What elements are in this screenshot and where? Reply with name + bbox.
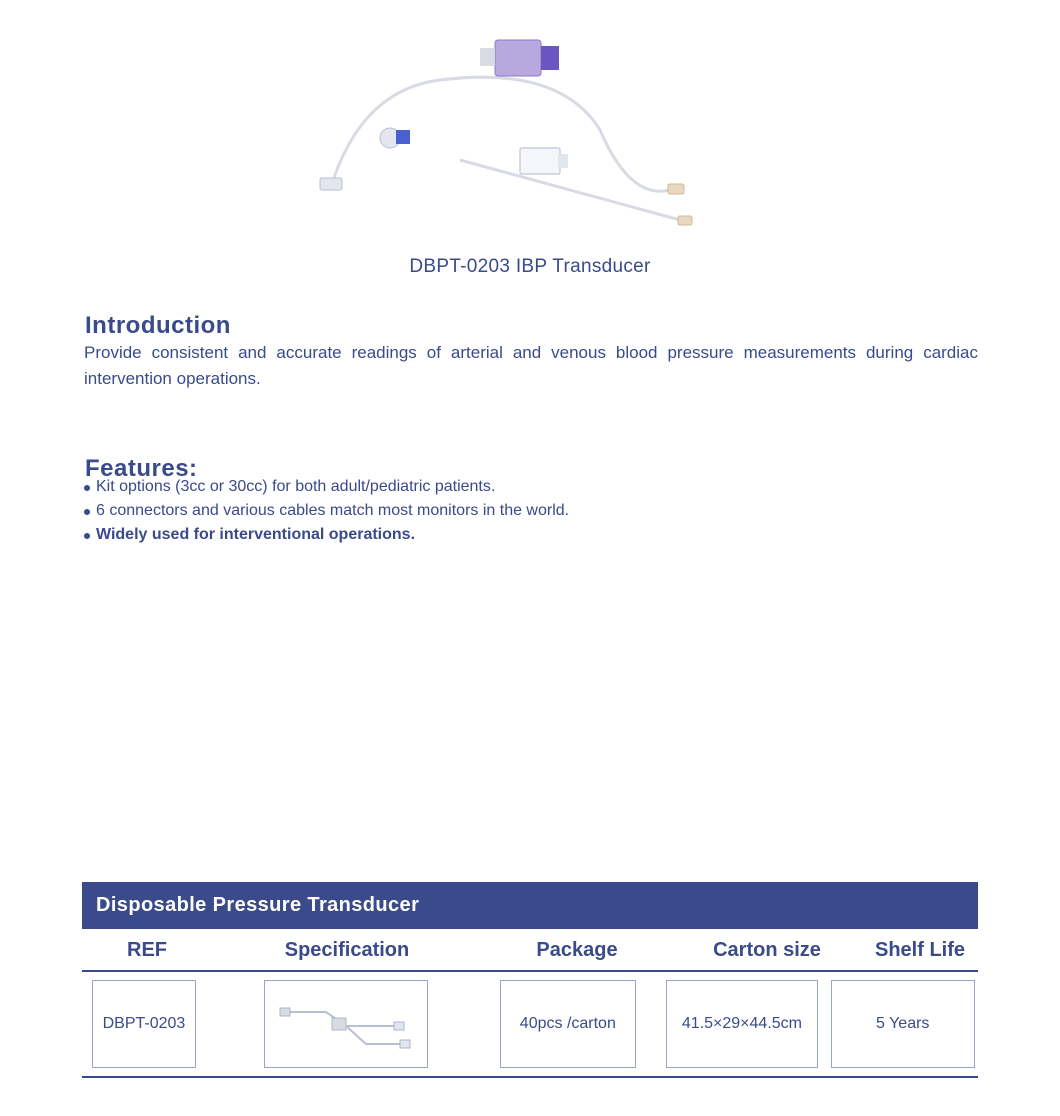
table-header: Package	[482, 939, 672, 962]
features-list: Kit options (3cc or 30cc) for both adult…	[84, 478, 569, 550]
table-header: Shelf Life	[862, 939, 978, 962]
table-title: Disposable Pressure Transducer	[82, 882, 978, 929]
table-header: Specification	[212, 939, 482, 962]
table-header-row: REF Specification Package Carton size Sh…	[82, 929, 978, 972]
introduction-heading: Introduction	[85, 312, 231, 340]
cell-specification	[264, 980, 428, 1068]
feature-item: Widely used for interventional operation…	[84, 526, 569, 544]
cell-package: 40pcs /carton	[500, 980, 636, 1068]
feature-item: 6 connectors and various cables match mo…	[84, 502, 569, 520]
cell-shelf-life: 5 Years	[831, 980, 975, 1068]
spec-thumbnail-icon	[276, 992, 416, 1056]
product-image	[300, 20, 730, 240]
introduction-text: Provide consistent and accurate readings…	[84, 340, 978, 391]
cell-carton-size: 41.5×29×44.5cm	[666, 980, 818, 1068]
cell-ref: DBPT-0203	[92, 980, 196, 1068]
table-header: Carton size	[672, 939, 862, 962]
feature-item: Kit options (3cc or 30cc) for both adult…	[84, 478, 569, 496]
table-header: REF	[82, 939, 212, 962]
product-caption: DBPT-0203 IBP Transducer	[0, 256, 1060, 278]
spec-table: Disposable Pressure Transducer REF Speci…	[82, 882, 978, 1078]
table-row: DBPT-0203 40pcs /carton 41.5×29×44.5cm	[82, 972, 978, 1078]
